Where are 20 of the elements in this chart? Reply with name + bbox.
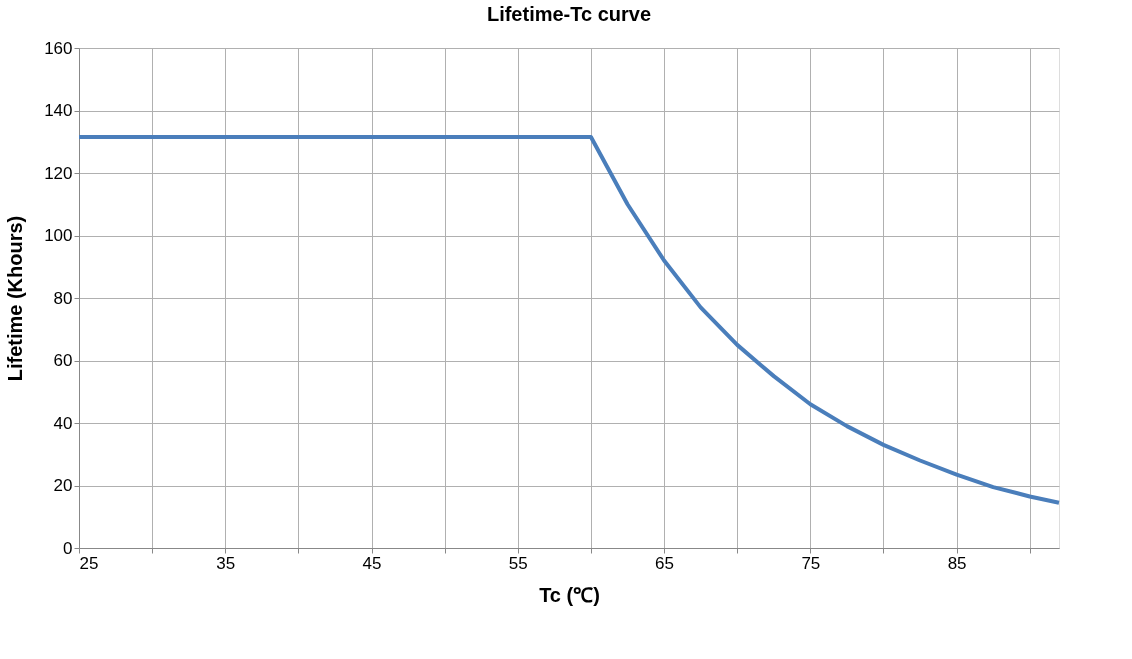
x-tick-label: 85 [947, 553, 967, 573]
y-tick-label: 20 [53, 476, 73, 495]
x-tick-label: 55 [508, 553, 528, 573]
x-axis-title: Tc (℃) [539, 583, 600, 606]
y-tick-label: 60 [53, 351, 73, 370]
y-axis-title: Lifetime (Khours) [4, 215, 27, 382]
line-series [77, 135, 1061, 505]
y-tick-label: 140 [44, 101, 73, 120]
y-tick-label: 160 [44, 38, 73, 58]
x-tick-label: 65 [655, 553, 675, 573]
y-tick-label: 120 [44, 163, 73, 183]
y-tick-label: 40 [53, 413, 73, 433]
y-tick-label: 0 [63, 538, 73, 558]
x-tick-label: 75 [801, 553, 821, 573]
y-tick-label: 100 [44, 226, 73, 245]
x-tick-label: 45 [362, 553, 382, 573]
x-tick-label: 25 [79, 553, 99, 573]
chart-title: Lifetime-Tc curve [486, 3, 652, 25]
x-tick-label: 35 [216, 553, 236, 573]
y-tick-label: 80 [53, 288, 73, 308]
